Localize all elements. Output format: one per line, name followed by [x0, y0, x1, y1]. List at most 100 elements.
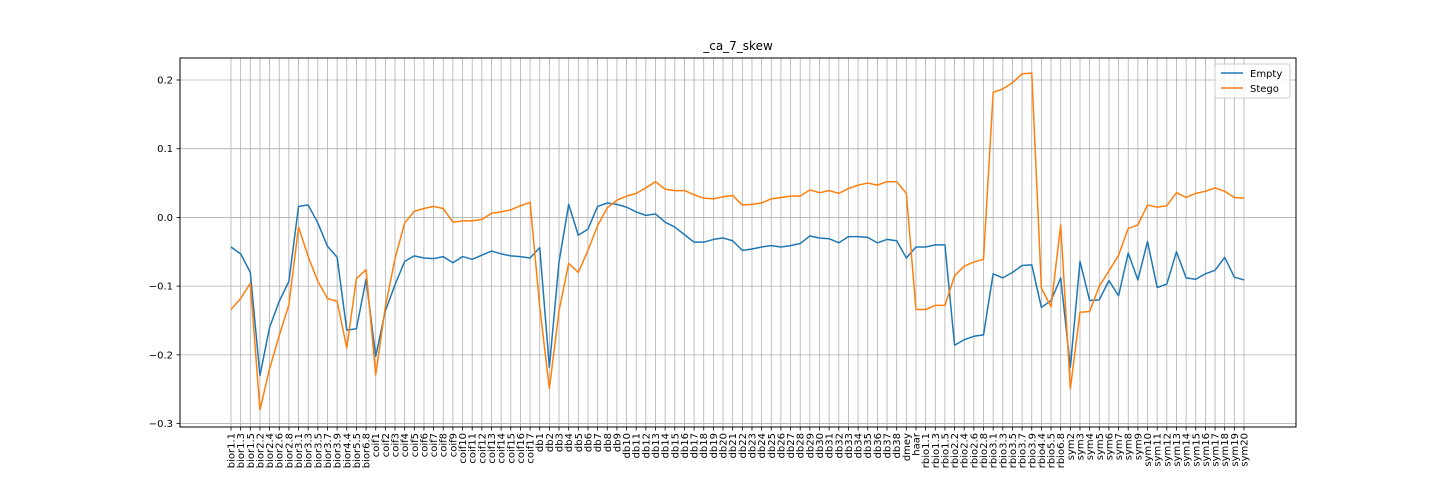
y-tick-label: 0.1 [157, 144, 173, 155]
y-tick-label: 0.2 [157, 75, 173, 86]
x-tick-label: bior3.7 [323, 433, 334, 468]
x-tick-label: db20 [719, 433, 730, 458]
x-tick-label: bior6.8 [362, 433, 373, 468]
x-tick-label: rbio2.4 [960, 433, 971, 468]
x-tick-label: coif3 [391, 433, 402, 457]
x-tick-label: db4 [564, 433, 575, 452]
x-tick-label: sym4 [1085, 433, 1096, 460]
x-tick-label: db6 [583, 433, 594, 452]
x-tick-label: rbio3.3 [998, 433, 1009, 468]
x-tick-label: bior2.2 [255, 433, 266, 468]
x-tick-label: sym18 [1220, 433, 1231, 467]
x-tick-label: db8 [603, 433, 614, 452]
x-tick-label: db35 [863, 433, 874, 458]
x-tick-label: db5 [574, 433, 585, 452]
x-tick-label: sym13 [1172, 433, 1183, 467]
x-tick-label: bior1.3 [236, 433, 247, 468]
x-tick-label: db11 [632, 433, 643, 458]
x-tick-label: coif16 [516, 433, 527, 464]
legend-label-empty: Empty [1250, 69, 1282, 80]
plot-frame [179, 57, 1297, 428]
x-tick-label: coif7 [429, 433, 440, 457]
x-tick-label: bior2.4 [265, 433, 276, 468]
x-tick-label: sym2 [1066, 433, 1077, 460]
x-tick-label: coif13 [487, 433, 498, 464]
x-tick-label: db16 [680, 433, 691, 458]
y-tick-label: −0.2 [149, 350, 173, 361]
x-tick-label: coif5 [410, 433, 421, 457]
x-tick-label: rbio6.8 [1056, 433, 1067, 468]
x-tick-label: db23 [747, 433, 758, 458]
x-tick-label: db29 [805, 433, 816, 458]
x-tick-label: db33 [844, 433, 855, 458]
x-tick-label: db17 [690, 433, 701, 458]
x-tick-label: bior3.5 [313, 433, 324, 468]
x-tick-label: db10 [622, 433, 633, 458]
x-tick-label: rbio4.4 [1037, 433, 1048, 468]
x-tick-label: coif1 [371, 433, 382, 457]
x-tick-label: sym11 [1153, 433, 1164, 467]
y-tick-label: 0.0 [157, 213, 173, 224]
x-tick-label: db13 [651, 433, 662, 458]
x-tick-label: db31 [825, 433, 836, 458]
x-tick-label: rbio1.3 [931, 433, 942, 468]
x-tick-label: rbio1.5 [940, 433, 951, 468]
x-tick-label: rbio3.7 [1018, 433, 1029, 468]
x-tick-label: bior3.1 [294, 433, 305, 468]
x-tick-label: rbio3.5 [1008, 433, 1019, 468]
x-tick-label: rbio2.6 [969, 433, 980, 468]
x-tick-label: db15 [670, 433, 681, 458]
x-tick-label: db22 [738, 433, 749, 458]
x-tick-label: db32 [834, 433, 845, 458]
x-tick-label: coif14 [497, 433, 508, 464]
x-tick-label: sym16 [1201, 433, 1212, 467]
x-tick-label: db24 [757, 433, 768, 458]
x-tick-label: coif11 [468, 433, 479, 464]
y-axis-ticks: −0.3 −0.2 −0.1 0.0 0.1 0.2 [149, 75, 180, 430]
x-tick-label: sym12 [1162, 433, 1173, 467]
series-line-stego [230, 72, 1245, 411]
x-tick-label: sym14 [1182, 433, 1193, 467]
x-tick-label: coif4 [400, 433, 411, 457]
grid-lines [180, 58, 1296, 427]
x-tick-label: dmey [902, 433, 913, 461]
x-tick-label: db7 [593, 433, 604, 452]
x-tick-label: rbio1.1 [921, 433, 932, 468]
x-tick-label: db37 [883, 433, 894, 458]
x-tick-label: db28 [796, 433, 807, 458]
x-tick-label: sym19 [1230, 433, 1241, 467]
x-tick-label: sym7 [1114, 433, 1125, 460]
x-tick-label: coif2 [381, 433, 392, 457]
x-tick-label: db25 [767, 433, 778, 458]
x-tick-label: rbio2.2 [950, 433, 961, 468]
y-tick-label: −0.3 [149, 419, 173, 430]
x-tick-label: db3 [555, 433, 566, 452]
x-tick-label: db12 [641, 433, 652, 458]
x-tick-label: coif8 [439, 433, 450, 457]
x-tick-label: coif6 [419, 433, 430, 457]
x-tick-label: sym9 [1133, 433, 1144, 460]
x-tick-label: rbio3.9 [1027, 433, 1038, 468]
x-tick-label: sym20 [1240, 433, 1251, 467]
x-tick-label: coif15 [506, 433, 517, 464]
x-tick-label: sym5 [1095, 433, 1106, 460]
x-tick-label: db2 [545, 433, 556, 452]
x-tick-label: db19 [709, 433, 720, 458]
x-tick-label: sym17 [1211, 433, 1222, 467]
x-tick-label: bior5.5 [352, 433, 363, 468]
x-tick-label: db18 [699, 433, 710, 458]
x-tick-label: coif9 [448, 433, 459, 457]
x-tick-label: db36 [873, 433, 884, 458]
chart-title: _ca_7_skew [702, 39, 773, 53]
x-tick-label: haar [911, 432, 922, 456]
x-tick-label: db30 [815, 433, 826, 458]
x-tick-label: bior3.3 [304, 433, 315, 468]
x-tick-label: coif10 [458, 433, 469, 464]
x-tick-label: sym10 [1143, 433, 1154, 467]
x-tick-label: bior1.1 [227, 433, 238, 468]
x-tick-label: db14 [661, 433, 672, 458]
series-lines [230, 72, 1245, 411]
x-tick-label: bior4.4 [342, 433, 353, 468]
x-tick-label: sym8 [1124, 433, 1135, 460]
x-tick-label: sym15 [1191, 433, 1202, 467]
